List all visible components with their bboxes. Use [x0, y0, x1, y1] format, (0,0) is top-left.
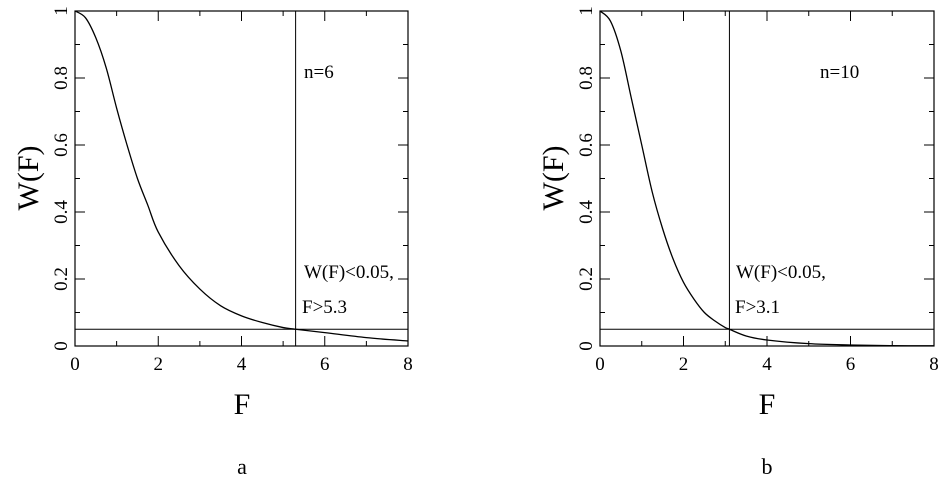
plot-frame [74, 10, 409, 347]
x-tick-label: 8 [403, 354, 413, 375]
y-tick-label: 0.2 [576, 267, 597, 291]
y-tick-label: 0.8 [576, 66, 597, 90]
y-tick-label: 1 [576, 6, 597, 16]
x-tick-label: 2 [679, 354, 689, 375]
x-tick-label: 0 [70, 354, 80, 375]
y-tick-label: 0 [576, 341, 597, 351]
x-tick-label: 6 [320, 354, 330, 375]
y-axis-title: W(F) [12, 146, 45, 211]
annotation-cutoff: F>5.3 [302, 297, 347, 318]
y-tick-label: 0.8 [51, 66, 72, 90]
x-tick-label: 6 [846, 354, 856, 375]
x-tick-labels: 0 2 4 6 8 [595, 354, 939, 375]
chart-panel-a: 0 2 4 6 8 0 0.2 0.4 0.6 0.8 1 F W(F) n=6 W(F)<0.0… [12, 6, 413, 479]
series-line [74, 10, 409, 342]
axis-ticks [599, 10, 935, 347]
series-line [599, 10, 935, 347]
x-tick-label: 4 [762, 354, 772, 375]
x-axis-title: F [759, 388, 776, 421]
x-tick-label: 2 [154, 354, 164, 375]
axis-ticks [74, 10, 409, 347]
y-tick-label: 1 [51, 6, 72, 16]
x-axis-title: F [234, 388, 251, 421]
y-tick-label: 0 [51, 341, 72, 351]
annotation-n: n=10 [820, 62, 859, 83]
annotation-cutoff: F>3.1 [735, 297, 780, 318]
y-tick-label: 0.2 [51, 267, 72, 291]
panel-label: b [762, 454, 773, 479]
y-tick-label: 0.6 [51, 133, 72, 157]
x-tick-label: 0 [595, 354, 605, 375]
annotation-n: n=6 [304, 62, 334, 83]
y-tick-labels: 0 0.2 0.4 0.6 0.8 1 [51, 6, 72, 351]
y-tick-label: 0.6 [576, 133, 597, 157]
y-tick-label: 0.4 [576, 200, 597, 224]
x-tick-label: 4 [237, 354, 247, 375]
x-tick-label: 8 [929, 354, 939, 375]
y-tick-labels: 0 0.2 0.4 0.6 0.8 1 [576, 6, 597, 351]
x-tick-labels: 0 2 4 6 8 [70, 354, 413, 375]
y-tick-label: 0.4 [51, 200, 72, 224]
annotation-threshold: W(F)<0.05, [736, 262, 826, 283]
annotation-threshold: W(F)<0.05, [304, 262, 394, 283]
panel-label: a [237, 454, 247, 479]
chart-panel-b: 0 2 4 6 8 0 0.2 0.4 0.6 0.8 1 F W(F) n=10 W(F)<0.… [537, 6, 939, 479]
y-axis-title: W(F) [537, 146, 570, 211]
plot-frame [599, 10, 935, 347]
